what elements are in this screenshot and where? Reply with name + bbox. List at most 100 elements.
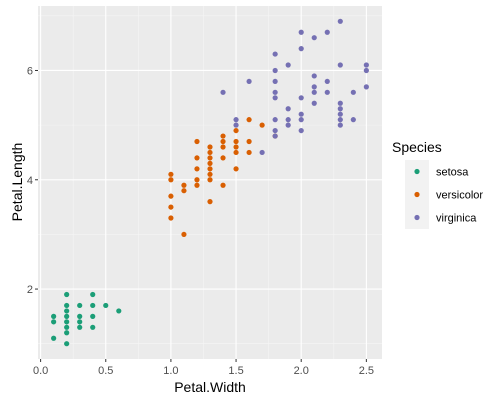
- y-tick-label: 4: [27, 175, 33, 187]
- data-point-setosa: [77, 319, 83, 325]
- data-point-versicolor: [207, 171, 213, 177]
- legend: Species setosa versicolor virginica: [392, 139, 483, 229]
- data-point-versicolor: [194, 182, 200, 188]
- data-point-virginica: [311, 73, 317, 79]
- data-point-virginica: [285, 62, 291, 68]
- data-point-setosa: [51, 319, 57, 325]
- data-point-virginica: [337, 100, 343, 106]
- data-point-versicolor: [246, 149, 252, 156]
- x-tick-label: 0.0: [33, 365, 48, 377]
- data-point-virginica: [298, 127, 304, 134]
- data-point-virginica: [259, 149, 265, 156]
- data-point-virginica: [350, 89, 356, 95]
- data-point-virginica: [363, 84, 369, 90]
- data-point-versicolor: [233, 149, 239, 156]
- data-point-virginica: [311, 84, 317, 90]
- data-point-versicolor: [168, 215, 174, 221]
- data-point-virginica: [272, 67, 278, 74]
- data-point-virginica: [272, 133, 278, 139]
- data-point-virginica: [337, 106, 343, 112]
- data-point-versicolor: [194, 166, 200, 172]
- data-point-setosa: [64, 313, 70, 319]
- data-point-versicolor: [194, 155, 200, 161]
- y-tick-label: 2: [27, 284, 33, 296]
- legend-marker-versicolor: [414, 191, 420, 198]
- x-tick-label: 1.5: [228, 365, 243, 377]
- data-point-virginica: [324, 89, 330, 95]
- data-point-setosa: [64, 341, 70, 347]
- data-point-setosa: [64, 308, 70, 314]
- data-point-virginica: [324, 29, 330, 35]
- data-point-versicolor: [220, 182, 226, 188]
- data-point-virginica: [272, 127, 278, 134]
- legend-label-virginica: virginica: [436, 213, 477, 225]
- data-point-virginica: [272, 51, 278, 57]
- data-point-versicolor: [207, 160, 213, 166]
- data-point-setosa: [90, 291, 96, 298]
- data-point-virginica: [272, 117, 278, 123]
- data-point-virginica: [220, 89, 226, 95]
- data-point-versicolor: [207, 144, 213, 150]
- data-point-virginica: [337, 122, 343, 128]
- data-point-virginica: [285, 117, 291, 123]
- data-point-setosa: [51, 335, 57, 341]
- data-point-setosa: [116, 308, 122, 314]
- data-point-versicolor: [233, 138, 239, 145]
- data-point-setosa: [90, 313, 96, 319]
- data-point-virginica: [233, 122, 239, 128]
- data-point-virginica: [363, 67, 369, 74]
- data-point-versicolor: [168, 171, 174, 177]
- data-point-setosa: [77, 324, 83, 330]
- data-point-setosa: [51, 313, 57, 319]
- x-axis-title: Petal.Width: [174, 379, 246, 395]
- x-axis-ticks: 0.0 0.5 1.0 1.5 2.0 2.5: [33, 359, 374, 377]
- data-point-versicolor: [220, 155, 226, 161]
- data-point-versicolor: [207, 177, 213, 183]
- data-points: [51, 18, 369, 347]
- data-point-virginica: [337, 18, 343, 24]
- data-point-versicolor: [207, 199, 213, 205]
- data-point-virginica: [298, 29, 304, 35]
- data-point-versicolor: [168, 204, 174, 210]
- data-point-virginica: [272, 89, 278, 95]
- data-point-virginica: [298, 111, 304, 117]
- data-point-versicolor: [246, 138, 252, 145]
- data-point-versicolor: [259, 122, 265, 128]
- data-point-versicolor: [246, 117, 252, 123]
- data-point-versicolor: [207, 155, 213, 161]
- data-point-versicolor: [194, 138, 200, 145]
- data-point-virginica: [337, 111, 343, 117]
- data-point-setosa: [90, 324, 96, 330]
- legend-marker-virginica: [414, 214, 420, 221]
- data-point-versicolor: [233, 144, 239, 150]
- data-point-setosa: [64, 319, 70, 325]
- data-point-versicolor: [220, 138, 226, 145]
- legend-marker-setosa: [414, 168, 420, 175]
- x-tick-label: 2.5: [359, 365, 374, 377]
- data-point-virginica: [233, 117, 239, 123]
- data-point-setosa: [103, 302, 109, 309]
- plot-panel: [38, 6, 382, 359]
- data-point-virginica: [298, 46, 304, 52]
- data-point-virginica: [324, 78, 330, 85]
- data-point-versicolor: [181, 182, 187, 188]
- data-point-virginica: [298, 95, 304, 101]
- y-axis-ticks: 2 4 6: [27, 65, 38, 296]
- data-point-versicolor: [233, 166, 239, 172]
- x-tick-label: 1.0: [163, 365, 178, 377]
- data-point-virginica: [272, 78, 278, 85]
- y-axis-title: Petal.Length: [9, 143, 25, 222]
- data-point-versicolor: [168, 177, 174, 183]
- data-point-virginica: [298, 117, 304, 123]
- data-point-virginica: [285, 106, 291, 112]
- legend-title: Species: [392, 139, 442, 155]
- data-point-setosa: [90, 302, 96, 309]
- data-point-setosa: [64, 324, 70, 330]
- data-point-versicolor: [207, 149, 213, 156]
- data-point-versicolor: [233, 127, 239, 134]
- data-point-virginica: [363, 62, 369, 68]
- x-tick-label: 0.5: [98, 365, 113, 377]
- data-point-setosa: [77, 313, 83, 319]
- data-point-virginica: [285, 122, 291, 128]
